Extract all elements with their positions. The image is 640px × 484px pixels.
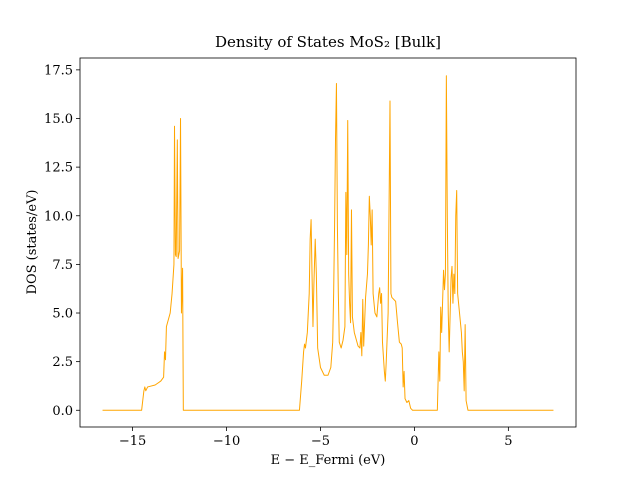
y-tick-label: 10.0 (44, 209, 73, 224)
dos-line (102, 75, 554, 411)
y-tick-label: 17.5 (44, 63, 73, 78)
y-tick-label: 7.5 (52, 258, 73, 273)
x-tick-label: −10 (213, 434, 240, 449)
x-tick-label: −15 (119, 434, 146, 449)
x-tick-label: 0 (410, 434, 418, 449)
x-tick-label: 5 (504, 434, 512, 449)
y-axis-label: DOS (states/eV) (25, 190, 40, 295)
y-tick-label: 12.5 (44, 161, 73, 176)
y-tick-label: 0.0 (52, 404, 73, 419)
plot-frame (79, 57, 577, 428)
y-tick-label: 2.5 (52, 355, 73, 370)
x-axis-label: E − E_Fermi (eV) (271, 453, 386, 468)
chart-title: Density of States MoS₂ [Bulk] (215, 33, 441, 51)
x-tick-label: −5 (311, 434, 330, 449)
y-tick-label: 5.0 (52, 307, 73, 322)
y-tick-label: 15.0 (44, 112, 73, 127)
